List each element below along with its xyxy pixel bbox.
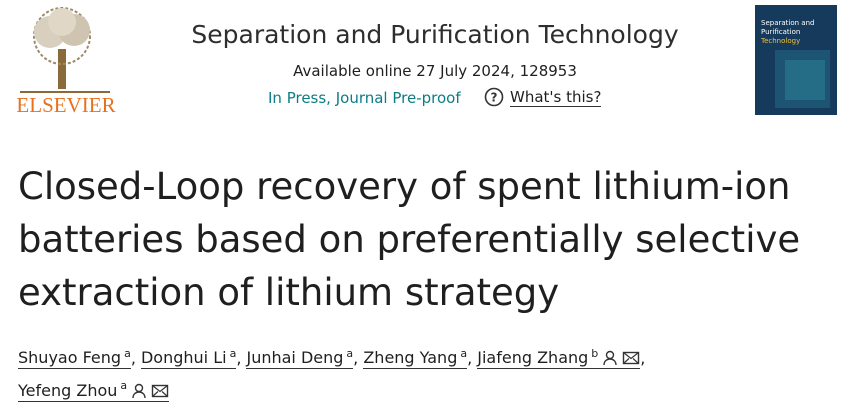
author-icon[interactable] xyxy=(131,383,147,399)
help-link[interactable]: ? What's this? xyxy=(484,87,602,107)
cover-title: Separation and xyxy=(761,19,814,27)
author[interactable]: Shuyao Feng a xyxy=(18,347,131,370)
author[interactable]: Jiafeng Zhang b xyxy=(477,347,641,370)
article-status: In Press, Journal Pre-proof xyxy=(268,89,461,107)
available-online: Available online 27 July 2024, 128953 xyxy=(293,62,577,80)
author[interactable]: Junhai Deng a xyxy=(246,347,354,370)
email-icon[interactable] xyxy=(622,350,640,366)
publisher-logo: ELSEVIER xyxy=(16,7,116,117)
help-icon: ? xyxy=(484,87,504,107)
cover-title: Purification xyxy=(761,28,800,36)
journal-cover[interactable]: Separation and Purification Technology xyxy=(755,5,837,115)
affiliation-mark[interactable]: a xyxy=(229,347,237,360)
journal-title[interactable]: Separation and Purification Technology xyxy=(191,20,679,49)
affiliation-mark[interactable]: a xyxy=(460,347,468,360)
help-text[interactable]: What's this? xyxy=(510,87,602,107)
author-name[interactable]: Jiafeng Zhang xyxy=(477,348,589,368)
affiliation-mark[interactable]: a xyxy=(346,347,354,360)
author-name[interactable]: Yefeng Zhou xyxy=(18,380,118,400)
author-icon[interactable] xyxy=(602,350,618,366)
author[interactable]: Donghui Li a xyxy=(140,347,237,370)
affiliation-mark[interactable]: b xyxy=(591,347,599,360)
publisher-name: ELSEVIER xyxy=(16,93,115,117)
affiliation-mark[interactable]: a xyxy=(124,347,131,360)
email-icon[interactable] xyxy=(151,383,169,399)
author[interactable]: Zheng Yang a xyxy=(363,347,468,370)
author-name[interactable]: Shuyao Feng xyxy=(18,348,122,368)
author-name[interactable]: Junhai Deng xyxy=(246,348,344,368)
article-title: Closed-Loop recovery of spent lithium-io… xyxy=(18,165,801,314)
svg-text:?: ? xyxy=(491,91,498,105)
author-name[interactable]: Donghui Li xyxy=(140,348,227,368)
author[interactable]: Yefeng Zhou a xyxy=(18,379,170,402)
author-name[interactable]: Zheng Yang xyxy=(363,348,458,368)
affiliation-mark[interactable]: a xyxy=(120,379,128,393)
cover-title: Technology xyxy=(760,37,800,45)
author-list: Shuyao Feng a, Donghui Li a, Junhai Deng a,… xyxy=(18,347,646,402)
